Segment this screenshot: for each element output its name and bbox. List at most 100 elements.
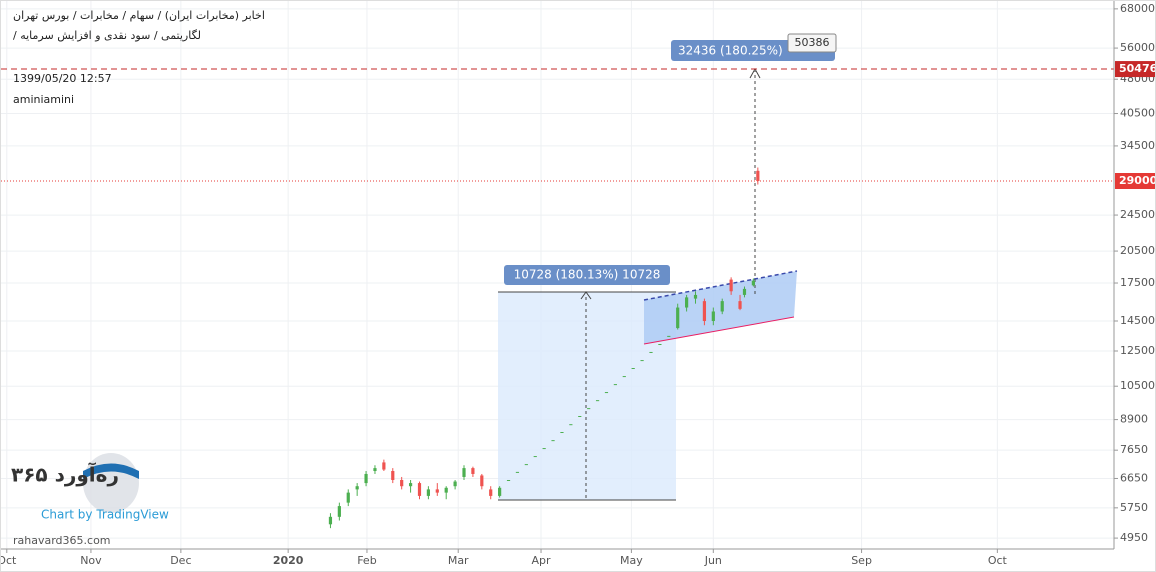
x-tick-label: Nov [80, 554, 102, 567]
candle-body [489, 489, 493, 496]
price-label-box [1115, 173, 1155, 190]
subtitle: لگاریتمی / سود نقدی و افزایش سرمایه / [13, 29, 202, 42]
y-tick-label: 7650 [1120, 443, 1148, 456]
candle-body [346, 492, 350, 503]
x-tick-label: May [620, 554, 643, 567]
x-tick-label: Oct [988, 554, 1008, 567]
candle-body [738, 301, 742, 309]
price-label: 50476 [1119, 62, 1156, 75]
x-tick-label: Sep [851, 554, 872, 567]
channel-bottom [643, 316, 795, 345]
x-tick-label: Oct [1, 554, 17, 567]
candle-body [702, 301, 707, 322]
candle-body [426, 489, 430, 496]
candle-body [595, 400, 600, 402]
candle-body [391, 471, 395, 480]
candle-body [693, 294, 698, 299]
candle-body [533, 456, 537, 458]
candle-body [542, 448, 546, 450]
candle-body [756, 170, 760, 182]
y-tick-label: 56000 [1120, 41, 1155, 54]
candle-body [417, 483, 422, 496]
candle-body [658, 344, 662, 346]
y-tick-label: 17500 [1120, 276, 1155, 289]
y-tick-label: 20500 [1120, 244, 1155, 257]
candle-body [751, 280, 755, 286]
candle-body [382, 462, 386, 470]
y-tick-label: 34500 [1120, 139, 1155, 152]
candle-body [587, 408, 591, 410]
y-tick-label: 8900 [1120, 413, 1148, 426]
candle-body [400, 479, 404, 487]
candle-body [373, 468, 377, 472]
candle-body [720, 301, 724, 312]
channel-top [643, 270, 798, 301]
candle-body [613, 384, 617, 386]
candle-body [462, 468, 466, 477]
y-tick-label: 5750 [1120, 501, 1148, 514]
annotation: 32436 (180.25%) [678, 44, 783, 58]
candle-body [578, 416, 582, 418]
y-tick-label: 6650 [1120, 471, 1148, 484]
candle-body [676, 307, 680, 329]
candle-body [498, 487, 502, 496]
logo-band [83, 463, 139, 479]
arrow-head [580, 291, 592, 300]
x-tick-label: Feb [357, 554, 376, 567]
candle-body [435, 489, 439, 493]
candle-body [640, 360, 644, 362]
candle-body [524, 464, 528, 466]
x-tick-label: Mar [448, 554, 469, 567]
candle-body [480, 475, 484, 487]
y-tick-label: 14500 [1120, 314, 1155, 327]
candle-body [453, 481, 457, 487]
x-tick-label: 2020 [273, 554, 304, 567]
candle-body [560, 432, 564, 434]
candle-body [408, 483, 413, 487]
marks [1, 68, 1114, 529]
y-tick-label: 10500 [1120, 379, 1155, 392]
y-tick-label: 4950 [1120, 531, 1148, 544]
x-tick-label: Dec [170, 554, 191, 567]
y-tick-label: 24500 [1120, 208, 1155, 221]
candle-body [551, 440, 555, 442]
price-label-box [1115, 61, 1155, 78]
candle-body [649, 351, 653, 353]
x-tick-label: Apr [532, 554, 552, 567]
candle-body [631, 368, 635, 370]
candle-body [328, 516, 333, 525]
candle-body [667, 335, 671, 337]
candle-body [604, 392, 609, 394]
annotation: 10728 (180.13%) 10728 [514, 268, 661, 282]
candle-body [364, 473, 368, 484]
candle-body [515, 471, 520, 473]
candle-body [622, 376, 626, 378]
candle-body [685, 297, 689, 308]
watermark-site: rahavard365.com [13, 534, 111, 547]
watermark-credit: Chart by TradingView [41, 508, 169, 522]
candle-body [444, 487, 448, 493]
candle-body [355, 486, 359, 490]
timestamp: 1399/05/20 12:57 [13, 72, 112, 85]
candle-body [729, 279, 733, 292]
watermark-brand: ره‌آورد ۳۶۵ [11, 462, 119, 487]
tooltip-box [787, 33, 837, 53]
candle-body [742, 288, 747, 295]
annotation-box [504, 265, 670, 285]
candle-body [337, 506, 341, 517]
candle-body [506, 479, 511, 481]
y-tick-label: 68000 [1120, 2, 1155, 15]
candle-body [711, 311, 715, 322]
price-label: 29000 [1119, 174, 1156, 187]
candle-body [569, 424, 573, 426]
y-tick-label: 40500 [1120, 107, 1155, 120]
title: اخابر (مخابرات ایران) / سهام / مخابرات /… [13, 9, 265, 22]
author: aminiamini [13, 93, 75, 106]
tooltip: 50386 [795, 36, 830, 49]
x-tick-label: Jun [704, 554, 722, 567]
y-tick-label: 12500 [1120, 344, 1155, 357]
candle-body [471, 468, 475, 474]
